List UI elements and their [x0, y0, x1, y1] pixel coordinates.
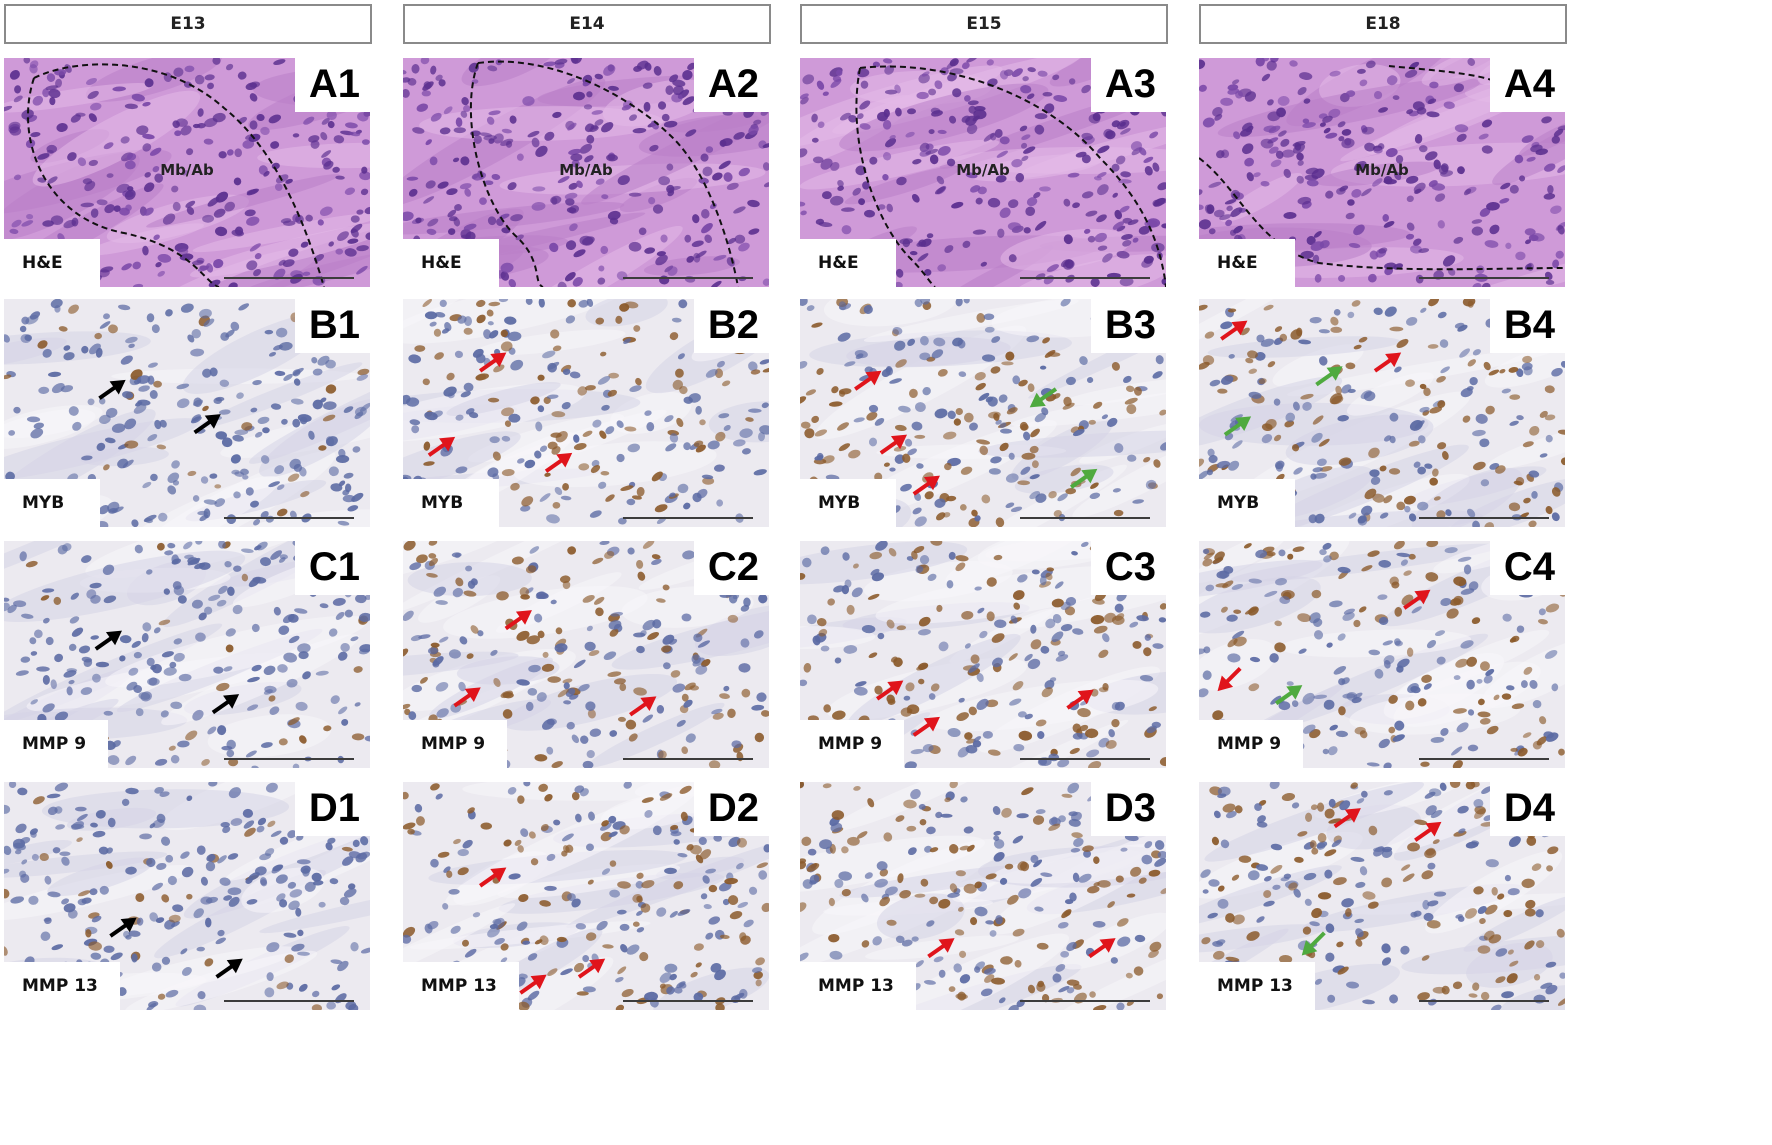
- panel-a2: Mb/Ab A2 H&E: [403, 58, 769, 287]
- region-label: Mb/Ab: [160, 161, 214, 180]
- stain-label: H&E: [800, 239, 896, 287]
- panel-id-label: C2: [693, 541, 769, 595]
- panel-id-label: D4: [1489, 782, 1565, 836]
- scale-bar: [1419, 1000, 1549, 1002]
- stage-header: E14: [403, 4, 771, 44]
- stain-label: MYB: [403, 479, 499, 527]
- panel-id-label: B4: [1489, 299, 1565, 353]
- panel-id-label: C1: [294, 541, 370, 595]
- stain-label: H&E: [4, 239, 100, 287]
- stage-header: E18: [1199, 4, 1567, 44]
- stain-label: H&E: [403, 239, 499, 287]
- scale-bar: [224, 277, 354, 279]
- panel-c4: C4 MMP 9: [1199, 541, 1565, 768]
- stain-label: MMP 9: [1199, 720, 1304, 768]
- tissue-image: [800, 299, 1166, 527]
- stain-label: MYB: [4, 479, 100, 527]
- scale-bar: [623, 758, 753, 760]
- stain-label: MMP 9: [800, 720, 905, 768]
- stain-label: MMP 13: [4, 962, 120, 1010]
- stain-label: MYB: [800, 479, 896, 527]
- stain-label: MMP 9: [403, 720, 508, 768]
- scale-bar: [623, 277, 753, 279]
- panel-d4: D4 MMP 13: [1199, 782, 1565, 1010]
- panel-id-label: C4: [1489, 541, 1565, 595]
- panel-id-label: D2: [693, 782, 769, 836]
- scale-bar: [224, 1000, 354, 1002]
- panel-id-label: B2: [693, 299, 769, 353]
- scale-bar: [1020, 277, 1150, 279]
- region-label: Mb/Ab: [559, 161, 613, 180]
- scale-bar: [623, 517, 753, 519]
- stain-label: MYB: [1199, 479, 1295, 527]
- scale-bar: [1419, 277, 1549, 279]
- panel-a4: Mb/Ab A4 H&E: [1199, 58, 1565, 287]
- stain-label: H&E: [1199, 239, 1295, 287]
- panel-a3: Mb/Ab A3 H&E: [800, 58, 1166, 287]
- panel-id-label: C3: [1090, 541, 1166, 595]
- panel-b4: B4 MYB: [1199, 299, 1565, 527]
- scale-bar: [1419, 517, 1549, 519]
- panel-id-label: B3: [1090, 299, 1166, 353]
- panel-d3: D3 MMP 13: [800, 782, 1166, 1010]
- panel-id-label: A2: [693, 58, 769, 112]
- scale-bar: [1020, 758, 1150, 760]
- panel-c1: C1 MMP 9: [4, 541, 370, 768]
- panel-id-label: A4: [1489, 58, 1565, 112]
- stain-label: MMP 13: [403, 962, 519, 1010]
- panel-id-label: B1: [294, 299, 370, 353]
- stage-header: E13: [4, 4, 372, 44]
- panel-a1: Mb/Ab A1 H&E: [4, 58, 370, 287]
- stage-header: E15: [800, 4, 1168, 44]
- scale-bar: [224, 758, 354, 760]
- stain-label: MMP 9: [4, 720, 109, 768]
- panel-b2: B2 MYB: [403, 299, 769, 527]
- scale-bar: [224, 517, 354, 519]
- scale-bar: [623, 1000, 753, 1002]
- panel-b3: B3 MYB: [800, 299, 1166, 527]
- scale-bar: [1020, 517, 1150, 519]
- panel-id-label: A1: [294, 58, 370, 112]
- panel-d2: D2 MMP 13: [403, 782, 769, 1010]
- panel-id-label: A3: [1090, 58, 1166, 112]
- region-label: Mb/Ab: [1355, 161, 1409, 180]
- scale-bar: [1419, 758, 1549, 760]
- panel-b1: B1 MYB: [4, 299, 370, 527]
- region-label: Mb/Ab: [956, 161, 1010, 180]
- panel-id-label: D3: [1090, 782, 1166, 836]
- stain-label: MMP 13: [800, 962, 916, 1010]
- panel-c2: C2 MMP 9: [403, 541, 769, 768]
- panel-c3: C3 MMP 9: [800, 541, 1166, 768]
- stain-label: MMP 13: [1199, 962, 1315, 1010]
- panel-id-label: D1: [294, 782, 370, 836]
- panel-d1: D1 MMP 13: [4, 782, 370, 1010]
- tissue-image: [1199, 299, 1565, 527]
- scale-bar: [1020, 1000, 1150, 1002]
